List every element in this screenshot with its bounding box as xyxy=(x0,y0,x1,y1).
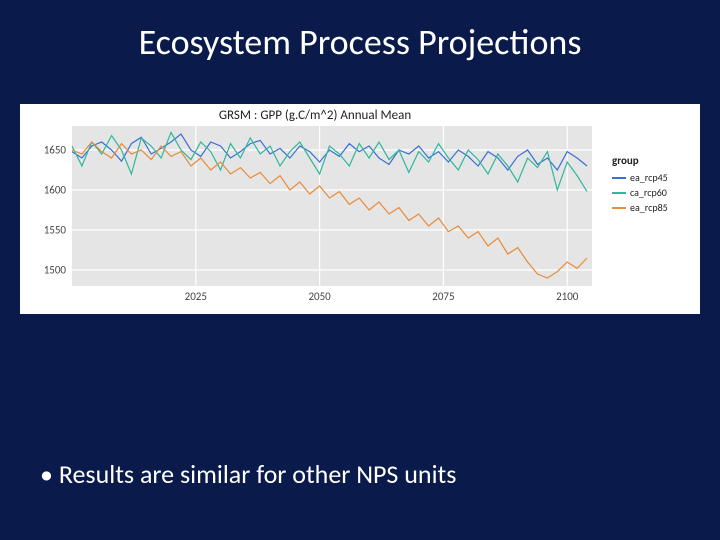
x-axis-ticks: 2025 2050 2075 2100 xyxy=(72,290,592,308)
legend-item: ca_rcp60 xyxy=(612,186,692,199)
legend-label: ea_rcp45 xyxy=(630,171,668,184)
x-tick-label: 2025 xyxy=(185,290,207,303)
legend-item: ea_rcp85 xyxy=(612,201,692,214)
bullet-point: • Results are similar for other NPS unit… xyxy=(0,458,496,490)
legend-swatch xyxy=(612,192,626,194)
chart-title: GRSM : GPP (g.C/m^2) Annual Mean xyxy=(20,108,610,123)
y-tick-label: 1600 xyxy=(44,184,66,197)
x-tick-label: 2100 xyxy=(556,290,578,303)
series-ca_rcp60 xyxy=(72,132,587,191)
chart-panel: GRSM : GPP (g.C/m^2) Annual Mean 1500 155… xyxy=(20,104,700,314)
y-axis-ticks: 1500 1550 1600 1650 xyxy=(20,126,70,286)
y-tick-label: 1550 xyxy=(44,224,66,237)
legend-swatch xyxy=(612,177,626,179)
y-tick-label: 1500 xyxy=(44,264,66,277)
series-ea_rcp45 xyxy=(72,134,587,170)
legend-label: ea_rcp85 xyxy=(630,201,668,214)
series-ea_rcp85 xyxy=(72,142,587,278)
legend: group ea_rcp45 ca_rcp60 ea_rcp85 xyxy=(612,154,692,216)
x-tick-label: 2050 xyxy=(308,290,330,303)
legend-label: ca_rcp60 xyxy=(630,186,667,199)
x-tick-label: 2075 xyxy=(432,290,454,303)
plot-region xyxy=(72,126,592,286)
legend-title: group xyxy=(612,154,692,167)
legend-item: ea_rcp45 xyxy=(612,171,692,184)
chart-svg xyxy=(72,126,592,286)
bullet-text: Results are similar for other NPS units xyxy=(59,458,457,490)
slide-title: Ecosystem Process Projections xyxy=(0,0,720,74)
y-tick-label: 1650 xyxy=(44,144,66,157)
legend-swatch xyxy=(612,207,626,209)
